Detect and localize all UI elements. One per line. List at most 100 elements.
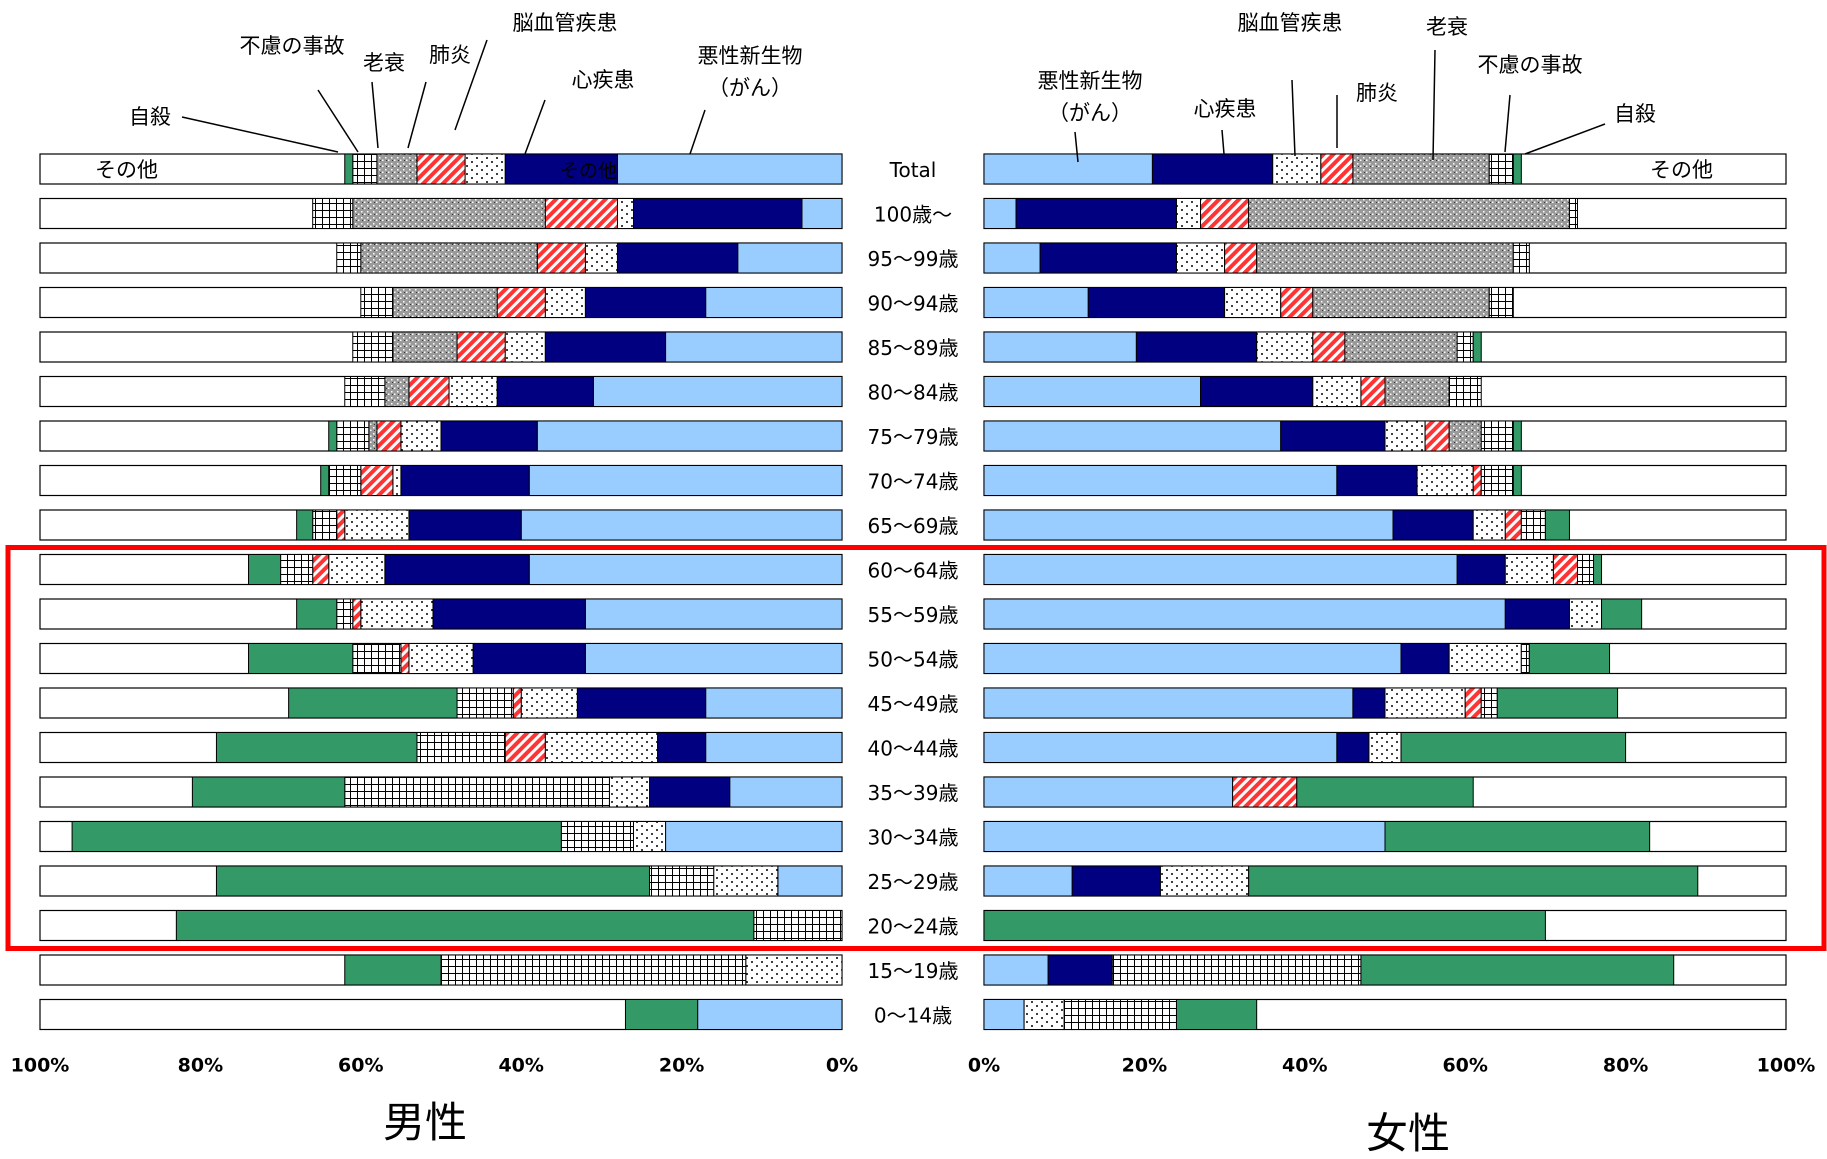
- male-segment: [296, 598, 338, 630]
- male-label-cancer-1: 悪性新生物: [698, 44, 803, 68]
- female-segment: [1520, 509, 1546, 541]
- female-segment: [1384, 821, 1651, 852]
- female-segment: [1480, 687, 1498, 719]
- male-segment: [376, 153, 418, 185]
- female-segment: [1352, 687, 1386, 719]
- female-segment: [1576, 554, 1595, 585]
- female-segment: [983, 776, 1234, 808]
- category-label: 30～34歳: [868, 826, 959, 850]
- category-label: 95～99歳: [868, 247, 959, 271]
- male-segment: [456, 331, 506, 363]
- female-segment: [983, 821, 1386, 852]
- male-segment: [592, 376, 843, 407]
- female-segment: [1232, 776, 1298, 808]
- female-segment: [983, 643, 1402, 674]
- female-segment: [1312, 287, 1490, 318]
- female-segment: [1448, 643, 1522, 674]
- male-segment: [576, 687, 707, 719]
- male-segment: [737, 242, 843, 274]
- male-segment: [496, 376, 594, 407]
- category-label: 35～39歳: [868, 781, 959, 805]
- male-segment: [384, 376, 410, 407]
- female-segment: [983, 598, 1506, 630]
- female-segment: [1504, 598, 1570, 630]
- female-x-tick-label: 100%: [1757, 1055, 1816, 1077]
- female-label-accident: 不慮の事故: [1478, 53, 1583, 77]
- male-label-suicide: 自殺: [129, 105, 171, 129]
- male-segment: [344, 509, 410, 541]
- male-segment: [520, 509, 843, 541]
- female-segment: [983, 465, 1338, 496]
- male-segment: [472, 643, 586, 674]
- female-x-tick-label: 20%: [1122, 1055, 1167, 1077]
- male-segment: [801, 198, 843, 229]
- category-label: 0～14歳: [874, 1004, 952, 1028]
- male-segment: [528, 465, 843, 496]
- male-segment: [432, 598, 586, 630]
- male-segment: [71, 821, 562, 852]
- male-segment: [713, 865, 779, 897]
- male-segment: [544, 198, 618, 229]
- category-label: 100歳～: [874, 203, 952, 227]
- female-segment: [1047, 954, 1113, 986]
- male-segment: [584, 287, 707, 318]
- male-segment: [616, 242, 739, 274]
- male-segment: [697, 999, 843, 1030]
- male-segment: [215, 865, 651, 897]
- male-segment: [400, 465, 530, 496]
- female-segment: [1400, 732, 1627, 763]
- female-segment: [1071, 865, 1161, 897]
- category-label: 25～29歳: [868, 870, 959, 894]
- female-segment: [1544, 509, 1570, 541]
- male-segment: [665, 331, 843, 363]
- male-segment: [456, 687, 514, 719]
- male-leader-heart: [524, 99, 546, 155]
- category-label: 85～89歳: [868, 336, 959, 360]
- female-segment: [1224, 242, 1258, 274]
- male-segment: [616, 198, 634, 229]
- male-panel-label: 男性: [383, 1098, 467, 1147]
- category-label: 50～54歳: [868, 648, 959, 672]
- male-segment: [312, 554, 330, 585]
- female-segment: [1520, 643, 1530, 674]
- category-label: Total: [889, 158, 937, 182]
- female-segment: [1256, 331, 1314, 363]
- female-segment: [1448, 376, 1482, 407]
- male-segment: [408, 643, 474, 674]
- male-segment: [745, 954, 843, 986]
- male-segment: [352, 331, 394, 363]
- female-leader-cancer: [1074, 131, 1079, 163]
- female-segment: [1087, 287, 1226, 318]
- male-label-cerebro: 脳血管疾患: [513, 11, 618, 35]
- female-segment: [1512, 465, 1522, 496]
- male-segment: [705, 732, 843, 763]
- female-segment: [1256, 242, 1514, 274]
- male-segment: [352, 153, 378, 185]
- male-segment: [248, 643, 354, 674]
- male-segment: [440, 954, 747, 986]
- female-segment: [1296, 776, 1474, 808]
- male-segment: [584, 242, 618, 274]
- female-segment: [1480, 465, 1514, 496]
- female-leader-heart: [1221, 129, 1225, 155]
- female-segment: [1448, 420, 1482, 452]
- male-segment: [665, 821, 843, 852]
- male-label-senility: 老衰: [363, 51, 405, 75]
- female-segment: [1360, 376, 1386, 407]
- male-segment: [504, 331, 546, 363]
- male-segment: [392, 465, 402, 496]
- female-segment: [1039, 242, 1177, 274]
- female-segment: [1472, 465, 1482, 496]
- female-segment: [1344, 331, 1458, 363]
- female-segment: [1384, 376, 1450, 407]
- female-segment: [983, 420, 1282, 452]
- female-segment: [1512, 242, 1530, 274]
- female-segment: [1384, 420, 1426, 452]
- female-segment: [1384, 687, 1466, 719]
- category-label: 40～44歳: [868, 737, 959, 761]
- male-segment: [408, 376, 450, 407]
- male-segment: [705, 287, 843, 318]
- female-label-senility: 老衰: [1426, 15, 1468, 39]
- category-label: 90～94歳: [868, 292, 959, 316]
- female-segment: [1552, 554, 1578, 585]
